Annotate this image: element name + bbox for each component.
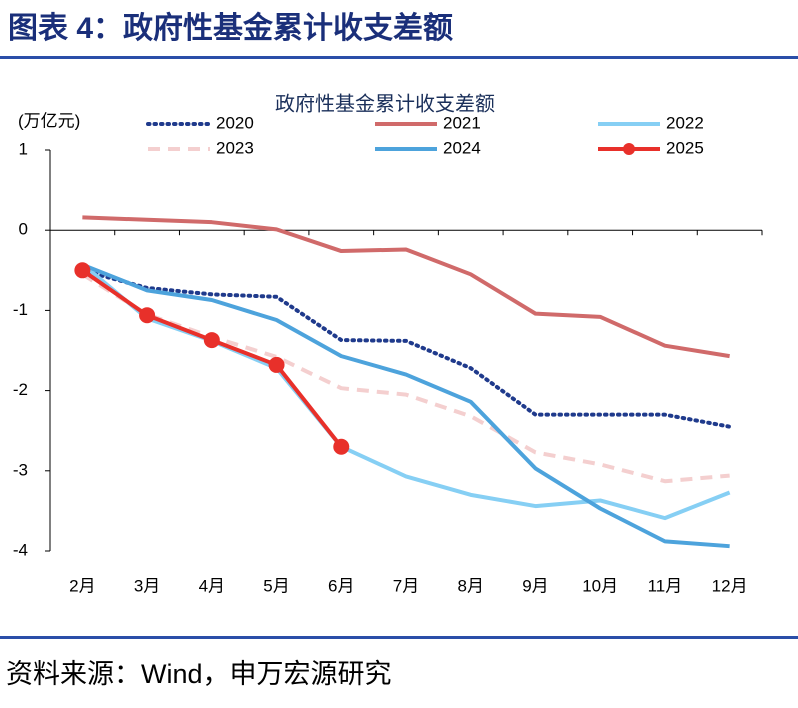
x-tick-label: 7月: [393, 576, 419, 595]
x-tick-label: 3月: [134, 576, 160, 595]
y-tick-label: -2: [13, 380, 28, 399]
x-tick-label: 9月: [522, 576, 548, 595]
x-tick-label: 8月: [457, 576, 483, 595]
y-tick-label: 1: [19, 139, 28, 158]
series-line: [81, 268, 343, 448]
legend-label: 2023: [216, 138, 254, 157]
data-point: [203, 332, 220, 349]
x-tick-label: 12月: [712, 576, 748, 595]
legend-label: 2021: [443, 113, 481, 132]
x-tick-label: 11月: [648, 576, 683, 595]
data-point: [268, 356, 285, 373]
data-point: [139, 307, 156, 324]
series-line: [81, 272, 730, 484]
legend-label: 2025: [666, 138, 704, 157]
legend-label: 2022: [666, 113, 704, 132]
data-point: [333, 438, 350, 455]
x-tick-label: 10月: [582, 576, 618, 595]
header-rule: [0, 56, 798, 59]
legend-marker: [623, 143, 635, 155]
x-tick-label: 4月: [199, 576, 225, 595]
x-tick-label: 6月: [328, 576, 354, 595]
series-line: [81, 262, 730, 549]
y-tick-label: 0: [19, 220, 28, 239]
series-line: [81, 262, 731, 521]
y-axis-label: (万亿元): [18, 111, 80, 130]
data-point: [74, 262, 91, 279]
legend-label: 2020: [216, 113, 254, 132]
page-title: 图表 4：政府性基金累计收支差额: [8, 11, 453, 45]
series-line: [80, 268, 732, 429]
source-note: 资料来源：Wind，申万宏源研究: [6, 659, 392, 689]
y-tick-label: -3: [13, 460, 28, 479]
legend-label: 2024: [443, 138, 481, 157]
y-tick-label: -1: [13, 300, 28, 319]
chart-title: 政府性基金累计收支差额: [275, 92, 495, 115]
x-tick-label: 2月: [69, 576, 95, 595]
footer-rule: [0, 636, 798, 639]
series-line: [82, 215, 730, 359]
x-tick-label: 5月: [263, 576, 289, 595]
y-tick-label: -4: [13, 540, 28, 559]
